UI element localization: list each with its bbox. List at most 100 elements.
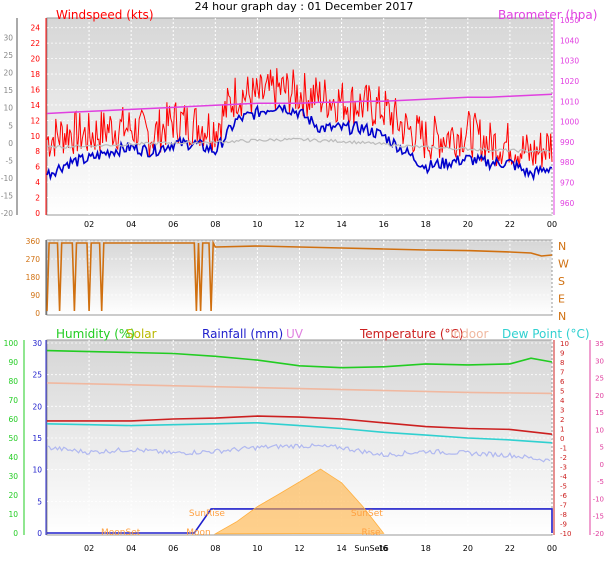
chill-tick-label: 30 [3, 34, 13, 43]
temp-tick-label: 8 [560, 359, 564, 367]
baro-tick-label: 970 [560, 179, 575, 188]
rain-tick-label: 25 [32, 371, 42, 380]
gust-line [46, 137, 551, 154]
x-tick-label: 04 [126, 220, 136, 229]
rise-annotation: Rise [362, 528, 381, 538]
humidity-tick-label: 70 [8, 396, 18, 405]
temp-far-tick-label: 20 [595, 392, 604, 400]
rain-tick-label: 0 [37, 529, 42, 538]
x-tick-label-bottom: 14 [336, 544, 346, 553]
wind-tick-label: 10 [30, 132, 40, 141]
humidity-tick-label: 10 [8, 510, 18, 519]
x-tick-label-bottom: 08 [210, 544, 220, 553]
chill-tick-label: -10 [1, 174, 13, 183]
wind-tick-label: 4 [35, 178, 40, 187]
compass-label: N [558, 310, 566, 323]
legend-uv: UV [286, 327, 303, 341]
x-tick-label-bottom: 16 [379, 544, 389, 553]
x-tick-label-bottom: 04 [126, 544, 136, 553]
chill-tick-label: 5 [8, 121, 13, 130]
wind-tick-label: 20 [30, 55, 40, 64]
dewpoint-line [46, 421, 553, 444]
legend-temperature: Temperature (°C) [360, 327, 464, 341]
temp-far-tick-label: 10 [595, 426, 604, 434]
x-tick-label-bottom: 10 [252, 544, 262, 553]
compass-label: S [558, 275, 565, 288]
temp-far-tick-label: 25 [595, 375, 604, 383]
temp-far-tick-label: 35 [595, 340, 604, 348]
legend-dewpoint: Dew Point (°C) [502, 327, 590, 341]
rain-tick-label: 10 [32, 466, 42, 475]
legend-indoor: Indoor [450, 327, 489, 341]
dir-tick-label: 180 [26, 273, 41, 282]
wind-tick-label: 2 [35, 194, 40, 203]
x-tick-label: 12 [294, 220, 304, 229]
dir-tick-label: 270 [26, 255, 41, 264]
x-tick-label-bottom: 20 [463, 544, 473, 553]
compass-label: E [558, 293, 565, 306]
rainfall-line [47, 508, 553, 534]
humidity-line [46, 349, 553, 369]
baro-tick-label: 1000 [560, 118, 579, 127]
baro-tick-label: 1020 [560, 77, 579, 86]
temp-tick-label: -1 [560, 445, 567, 453]
x-tick-label: 16 [379, 220, 389, 229]
temp-tick-label: 6 [560, 378, 565, 386]
compass-label: W [558, 258, 569, 271]
dir-tick-label: 360 [26, 237, 41, 246]
feels-like-line [46, 443, 551, 463]
humidity-tick-label: 90 [8, 358, 18, 367]
temp-far-tick-label: 5 [600, 444, 604, 452]
temp-tick-label: 5 [560, 388, 564, 396]
temp-tick-label: 1 [560, 426, 564, 434]
x-tick-label-bottom: 22 [505, 544, 515, 553]
chill-tick-label: 20 [3, 69, 13, 78]
baro-tick-label: 1040 [560, 36, 579, 45]
temp-far-tick-label: 0 [600, 461, 604, 469]
wind-tick-label: 6 [35, 163, 40, 172]
humidity-tick-label: 50 [8, 434, 18, 443]
temp-tick-label: -5 [560, 483, 567, 491]
x-tick-label-bottom: 02 [84, 544, 94, 553]
humidity-tick-label: 0 [13, 529, 18, 538]
x-tick-label-bottom: 18 [421, 544, 431, 553]
temp-tick-label: -10 [560, 530, 571, 538]
x-tick-label-bottom: 12 [294, 544, 304, 553]
humidity-tick-label: 30 [8, 472, 18, 481]
x-tick-label: 14 [336, 220, 346, 229]
temp-far-tick-label: -20 [593, 530, 604, 538]
x-tick-label: 22 [505, 220, 515, 229]
legend-solar: Solar [126, 327, 157, 341]
humidity-tick-label: 60 [8, 415, 18, 424]
chill-tick-label: -5 [6, 156, 14, 165]
temp-tick-label: -7 [560, 502, 567, 510]
temp-tick-label: 0 [560, 435, 564, 443]
dir-tick-label: 0 [35, 309, 40, 318]
wind-tick-label: 8 [35, 147, 40, 156]
windspeed-line [46, 68, 553, 168]
temp-far-tick-label: -15 [593, 513, 604, 521]
wind-tick-label: 24 [30, 24, 40, 33]
temp-tick-label: 3 [560, 407, 564, 415]
rain-tick-label: 20 [32, 402, 42, 411]
moonset-annotation: MoonSet [101, 528, 141, 538]
sunset6-annotation: SunSet6 [354, 544, 387, 553]
baro-tick-label: 980 [560, 158, 575, 167]
rain-tick-label: 15 [32, 434, 42, 443]
humidity-tick-label: 20 [8, 491, 18, 500]
humidity-tick-label: 100 [4, 339, 19, 348]
wind-direction-line [46, 239, 553, 312]
moon-annotation: Moon [186, 528, 210, 538]
wind-tick-label: 18 [30, 70, 40, 79]
baro-tick-label: 960 [560, 199, 575, 208]
wind-tick-label: 12 [30, 116, 40, 125]
temp-far-tick-label: 30 [595, 357, 604, 365]
x-tick-label: 08 [210, 220, 220, 229]
baro-tick-label: 990 [560, 138, 575, 147]
x-tick-label: 06 [168, 220, 178, 229]
chill-tick-label: -20 [1, 209, 13, 218]
baro-tick-label: 1030 [560, 57, 579, 66]
chill-tick-label: 15 [3, 86, 13, 95]
x-tick-label: 00 [547, 220, 557, 229]
